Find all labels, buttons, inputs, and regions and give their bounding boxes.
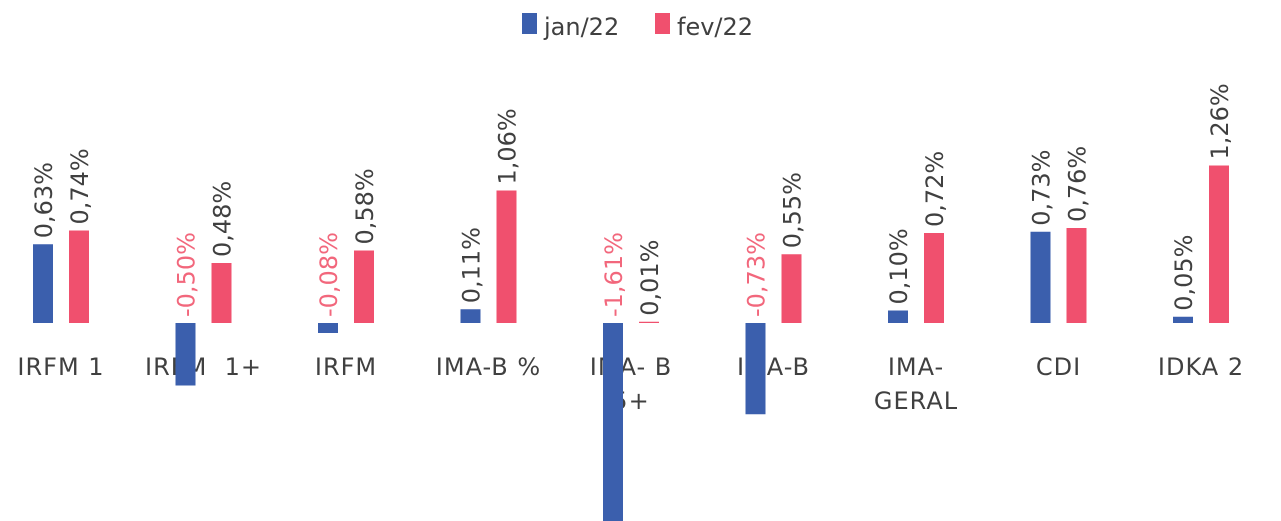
bar bbox=[1030, 231, 1051, 323]
legend-swatch bbox=[655, 13, 670, 34]
bar bbox=[175, 323, 196, 386]
bar bbox=[1209, 165, 1229, 323]
x-tick-label: GERAL bbox=[874, 387, 958, 415]
data-label: -0,73% bbox=[743, 232, 771, 317]
x-tick-label: IDKA 2 bbox=[1158, 353, 1244, 381]
bar bbox=[460, 309, 481, 323]
bar bbox=[603, 323, 623, 521]
bar bbox=[781, 254, 802, 323]
x-tick-label: IRFM 1+ bbox=[145, 353, 262, 381]
legend-label: jan/22 bbox=[543, 13, 619, 41]
data-label: 0,01% bbox=[636, 240, 664, 316]
data-label: 0,10% bbox=[885, 228, 913, 304]
bar bbox=[496, 190, 517, 323]
bar bbox=[69, 230, 89, 323]
bar bbox=[1066, 228, 1087, 323]
bar bbox=[639, 321, 659, 323]
data-label: 1,26% bbox=[1206, 83, 1234, 159]
x-tick-label: IMA- B bbox=[590, 353, 672, 381]
legend-swatch bbox=[522, 13, 537, 34]
data-label: 0,74% bbox=[66, 148, 94, 224]
bar bbox=[33, 244, 53, 323]
data-label: 0,05% bbox=[1170, 235, 1198, 311]
x-tick-label: IRFM bbox=[315, 353, 377, 381]
x-tick-label: CDI bbox=[1036, 353, 1081, 381]
data-label: -0,08% bbox=[315, 232, 343, 317]
data-label: 0,73% bbox=[1028, 150, 1056, 226]
data-label: -1,61% bbox=[600, 232, 628, 317]
x-tick-label: IMA- bbox=[888, 353, 944, 381]
bar bbox=[318, 323, 338, 333]
bar bbox=[354, 250, 374, 323]
data-label: 0,11% bbox=[458, 227, 486, 303]
data-label: 0,55% bbox=[779, 172, 807, 248]
data-label: 0,63% bbox=[30, 162, 58, 238]
data-label: 1,06% bbox=[494, 108, 522, 184]
data-label: 0,48% bbox=[209, 181, 237, 257]
bar bbox=[211, 263, 232, 323]
bar bbox=[745, 323, 766, 415]
x-tick-label: IMA-B % bbox=[436, 353, 541, 381]
bar bbox=[1173, 316, 1193, 323]
data-label: 0,72% bbox=[921, 151, 949, 227]
x-tick-label: IRFM 1 bbox=[17, 353, 104, 381]
data-label: -0,50% bbox=[173, 232, 201, 317]
bar bbox=[888, 310, 908, 323]
bar bbox=[924, 233, 944, 323]
legend-label: fev/22 bbox=[677, 13, 753, 41]
data-label: 0,58% bbox=[351, 168, 379, 244]
data-label: 0,76% bbox=[1064, 146, 1092, 222]
